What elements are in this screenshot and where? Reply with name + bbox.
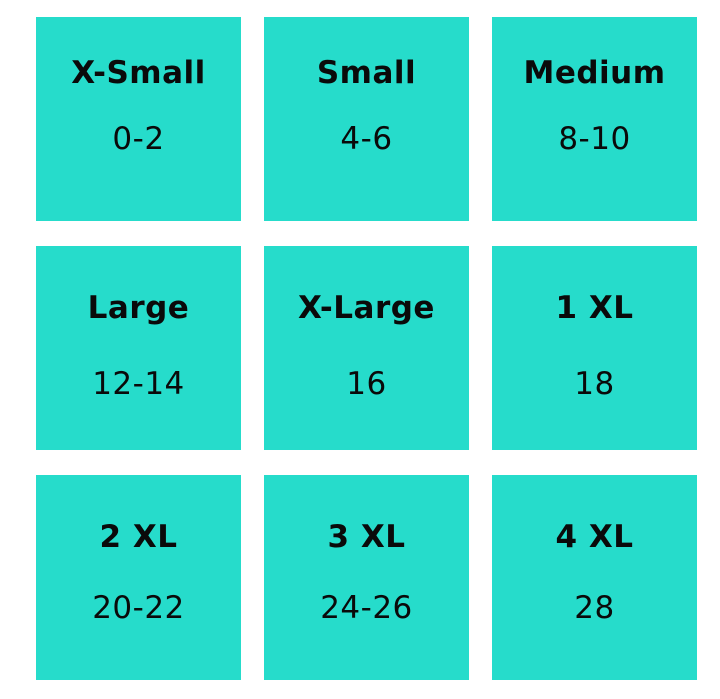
- size-card-x-small: X-Small 0-2: [36, 17, 241, 221]
- size-range: 8-10: [558, 121, 631, 157]
- size-card-large: Large 12-14: [36, 246, 241, 450]
- size-range: 4-6: [340, 121, 393, 157]
- size-label: Small: [316, 55, 417, 91]
- size-label: Large: [87, 290, 190, 326]
- size-card-3xl: 3 XL 24-26: [264, 475, 469, 680]
- size-card-4xl: 4 XL 28: [492, 475, 697, 680]
- size-label: X-Large: [298, 290, 435, 326]
- size-label: 2 XL: [99, 519, 178, 555]
- size-label: 3 XL: [327, 519, 406, 555]
- size-label: Medium: [523, 55, 666, 91]
- size-card-x-large: X-Large 16: [264, 246, 469, 450]
- size-card-2xl: 2 XL 20-22: [36, 475, 241, 680]
- size-card-1xl: 1 XL 18: [492, 246, 697, 450]
- size-range: 12-14: [92, 366, 185, 402]
- size-range: 0-2: [112, 121, 165, 157]
- size-chart-grid: X-Small 0-2 Small 4-6 Medium 8-10 Large 12-1…: [36, 17, 697, 680]
- size-range: 20-22: [92, 590, 185, 626]
- size-card-medium: Medium 8-10: [492, 17, 697, 221]
- size-label: 1 XL: [555, 290, 634, 326]
- size-label: X-Small: [71, 55, 206, 91]
- size-range: 24-26: [320, 590, 413, 626]
- size-range: 16: [346, 366, 387, 402]
- size-range: 28: [574, 590, 615, 626]
- size-card-small: Small 4-6: [264, 17, 469, 221]
- size-label: 4 XL: [555, 519, 634, 555]
- size-range: 18: [574, 366, 615, 402]
